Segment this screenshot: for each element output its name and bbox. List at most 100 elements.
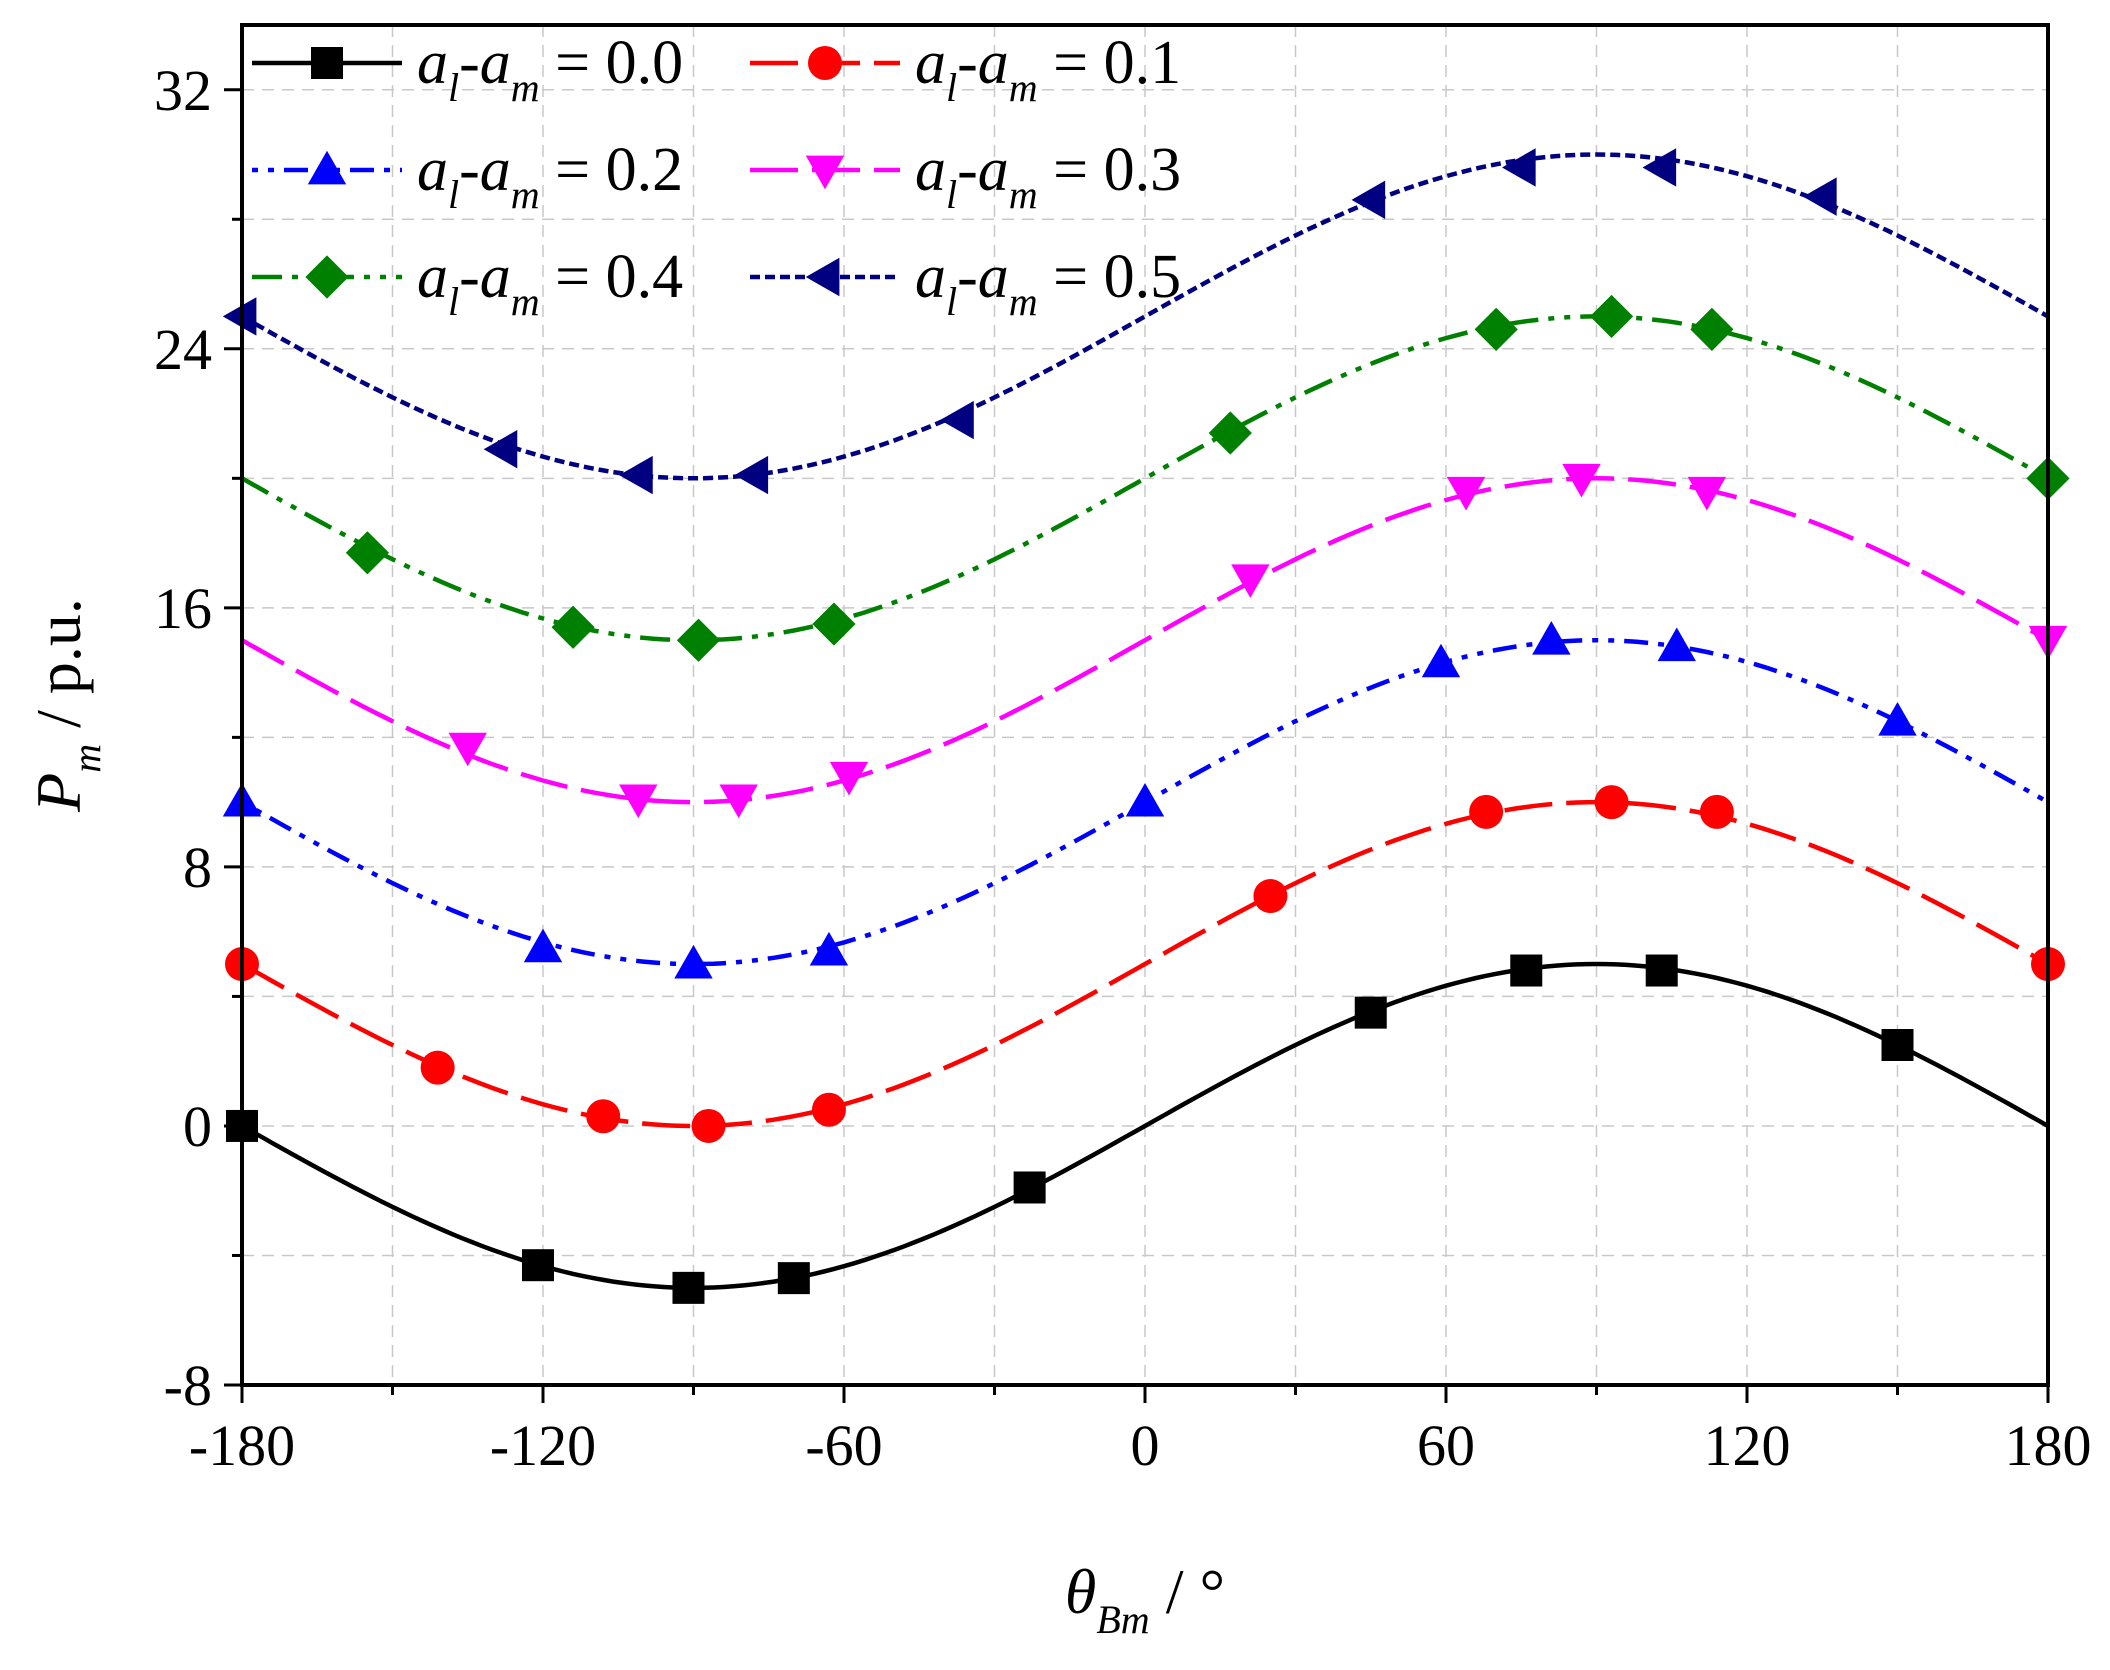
legend-item-0.0: al-am = 0.0 <box>252 29 683 110</box>
data-point-0.2 <box>674 944 713 979</box>
data-point-0.5 <box>1502 148 1536 187</box>
series-line-0.5 <box>242 152 2048 481</box>
data-point-0.2 <box>1657 627 1696 662</box>
data-point-0.3 <box>1562 463 1601 498</box>
x-tick-label: 60 <box>1417 1413 1475 1478</box>
legend-label-a1: a <box>915 29 946 97</box>
legend-label-eq: = 0.4 <box>540 243 683 311</box>
data-point-0.2 <box>523 928 563 963</box>
data-point-0.1 <box>586 1099 621 1134</box>
legend-label-m: m <box>511 172 540 217</box>
legend-label-m: m <box>1009 279 1038 324</box>
data-point-0.4 <box>676 618 721 662</box>
legend-item-0.1: al-am = 0.1 <box>750 29 1181 110</box>
legend-label-eq: = 0.5 <box>1038 243 1181 311</box>
data-point-0.3 <box>1446 476 1486 511</box>
legend-label-eq: = 0.3 <box>1038 136 1181 204</box>
data-point-0.0 <box>1013 1171 1046 1204</box>
x-tick-label: -60 <box>805 1413 882 1478</box>
legend-marker <box>305 255 349 299</box>
series-line-0.1 <box>242 799 2048 1129</box>
legend-label-a1: a <box>915 136 946 204</box>
data-point-0.1 <box>691 1108 726 1143</box>
data-point-0.0 <box>1510 954 1543 987</box>
legend-label-m: m <box>511 65 540 110</box>
data-point-0.3 <box>1231 564 1270 598</box>
x-axis-label-sub: Bm <box>1096 1597 1149 1642</box>
legend-label-l: l <box>946 172 957 217</box>
x-axis-label: θBm / ° <box>1065 1556 1225 1642</box>
legend-marker <box>805 155 845 190</box>
legend-label-dash: - <box>459 136 480 204</box>
legend-label-l: l <box>448 65 459 110</box>
legend-label-eq: = 0.2 <box>540 136 683 204</box>
y-tick-label: 0 <box>183 1094 212 1159</box>
axes: -180 -120 -60 0 60 120 180 -8 0 8 16 24 32 <box>154 58 2092 1478</box>
data-point-0.1 <box>1699 794 1734 829</box>
legend-label-a1: a <box>417 136 448 204</box>
y-tick-label: 16 <box>154 576 212 641</box>
series-markers <box>222 148 2070 1304</box>
y-axis-label: Pm / p.u. <box>23 598 109 813</box>
series-line-0.4 <box>242 314 2048 643</box>
data-point-0.4 <box>1474 307 1518 351</box>
data-point-0.1 <box>1469 794 1504 829</box>
data-point-0.0 <box>672 1271 705 1304</box>
data-point-0.4 <box>812 602 856 646</box>
data-point-0.5 <box>619 455 653 495</box>
data-point-0.3 <box>619 784 658 819</box>
x-axis-label-main: θ <box>1065 1556 1096 1627</box>
data-point-0.4 <box>1589 294 1634 339</box>
legend-label-l: l <box>448 279 459 324</box>
legend-label-m: m <box>1009 172 1038 217</box>
legend-label-a2: a <box>480 243 511 311</box>
y-axis-label-sub: m <box>64 744 109 773</box>
series-line-0.3 <box>242 476 2048 805</box>
data-point-0.1 <box>1253 879 1288 914</box>
legend-label: al-am = 0.2 <box>417 136 683 217</box>
data-point-0.3 <box>829 761 869 796</box>
data-point-0.3 <box>719 784 758 819</box>
y-tick-label: -8 <box>164 1353 212 1418</box>
y-axis-label-unit: / p.u. <box>23 598 94 744</box>
legend-label-a1: a <box>417 29 448 97</box>
legend-label-a2: a <box>480 29 511 97</box>
data-point-0.2 <box>1421 643 1461 678</box>
data-point-0.2 <box>1125 782 1165 817</box>
legend: al-am = 0.0 al-am = 0.1al-am = 0.2 al-am =… <box>252 29 1181 324</box>
legend-marker <box>311 47 343 79</box>
legend-label-a1: a <box>915 243 946 311</box>
data-point-0.5 <box>1803 177 1837 216</box>
y-tick-label: 32 <box>154 58 212 123</box>
data-point-0.5 <box>1642 148 1677 187</box>
legend-item-0.4: al-am = 0.4 <box>252 243 683 324</box>
legend-item-0.2: al-am = 0.2 <box>252 136 683 217</box>
x-tick-label: 180 <box>2005 1413 2092 1478</box>
data-point-0.3 <box>1687 476 1727 511</box>
legend-label-a2: a <box>978 136 1009 204</box>
legend-label-dash: - <box>459 29 480 97</box>
legend-marker <box>307 150 347 185</box>
legend-marker <box>805 257 840 297</box>
legend-label-l: l <box>946 279 957 324</box>
data-point-0.4 <box>1208 411 1252 455</box>
grid-lines <box>242 25 2048 1385</box>
legend-label-a2: a <box>978 29 1009 97</box>
data-point-0.2 <box>1532 621 1571 655</box>
data-point-0.5 <box>222 297 257 336</box>
legend-label: al-am = 0.4 <box>417 243 683 324</box>
legend-label-eq: = 0.1 <box>1038 29 1181 97</box>
y-tick-label: 24 <box>154 317 212 382</box>
x-tick-label: -120 <box>490 1413 596 1478</box>
y-axis-label-main: P <box>23 773 94 813</box>
legend-item-0.3: al-am = 0.3 <box>750 136 1181 217</box>
legend-label-l: l <box>946 65 957 110</box>
legend-label-l: l <box>448 172 459 217</box>
data-point-0.1 <box>420 1050 455 1085</box>
x-tick-label: 120 <box>1704 1413 1791 1478</box>
legend-label-m: m <box>1009 65 1038 110</box>
legend-label: al-am = 0.5 <box>915 243 1181 324</box>
legend-item-0.5: al-am = 0.5 <box>750 243 1181 324</box>
legend-label-dash: - <box>957 136 978 204</box>
